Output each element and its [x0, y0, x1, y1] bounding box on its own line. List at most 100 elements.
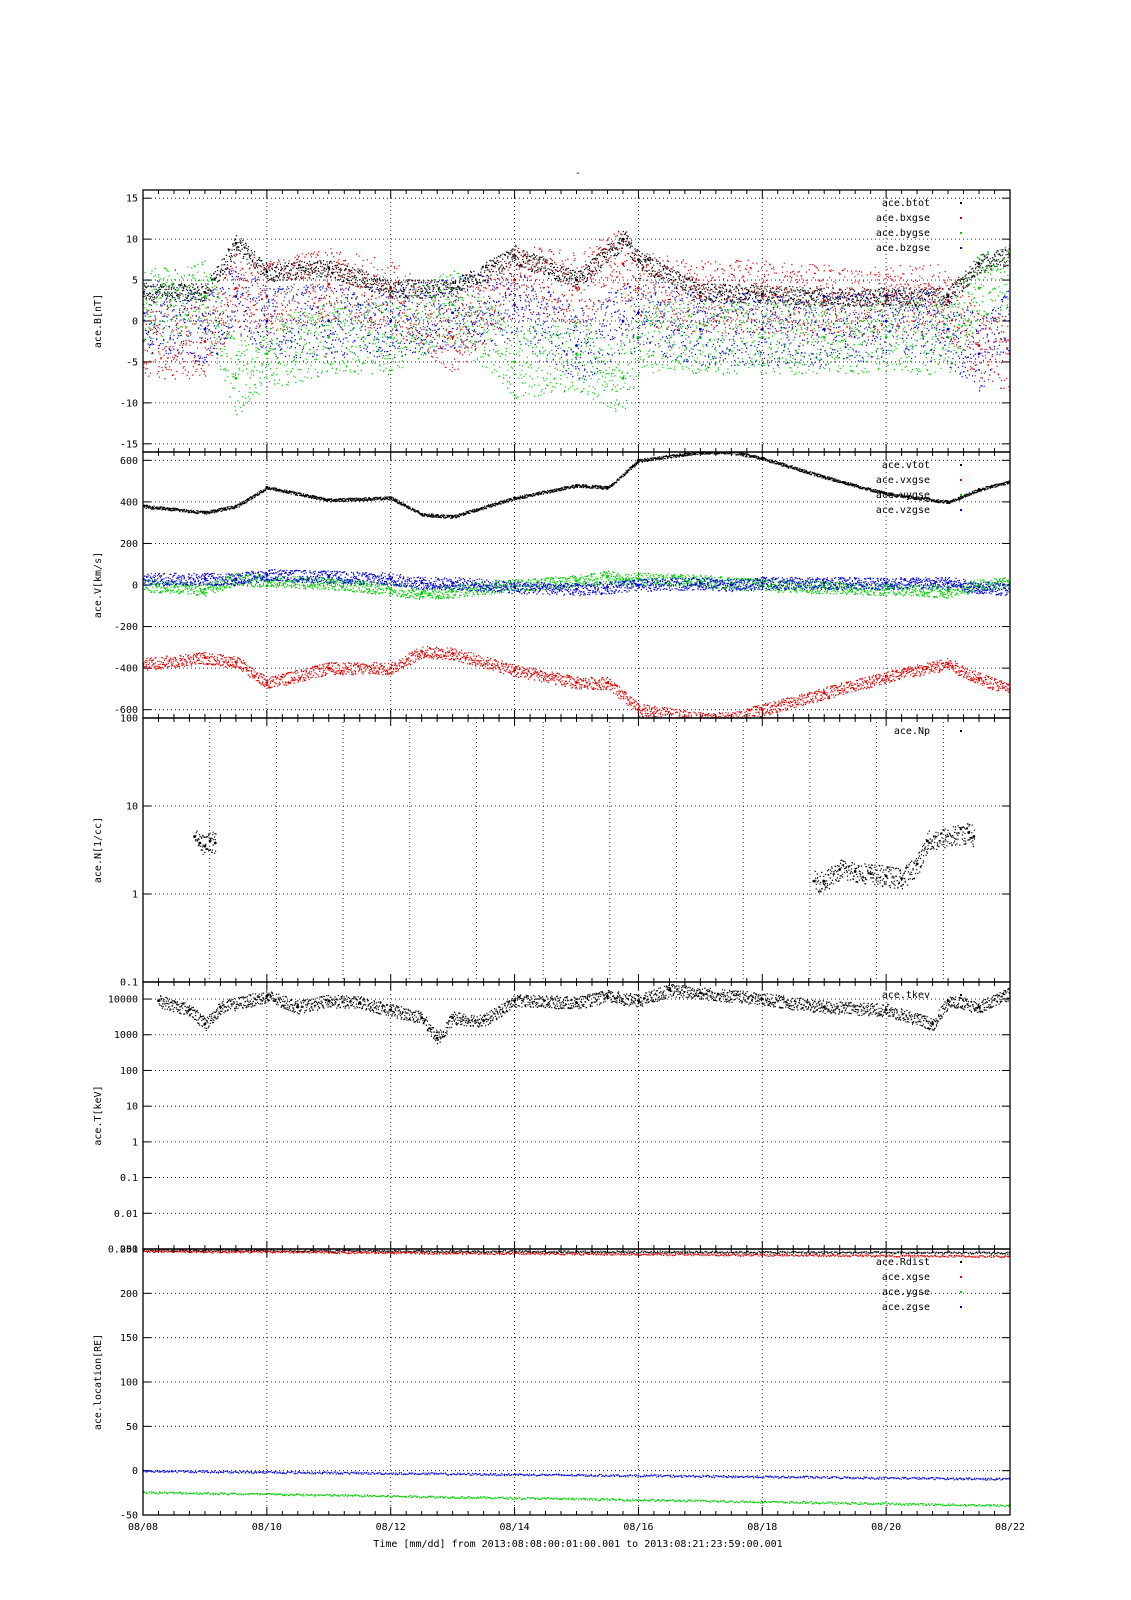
- data-point: [234, 376, 238, 380]
- data-point: [265, 681, 269, 685]
- panel-3: 0.1 1 10 100 ace.N[1/cc] ace.Np: [93, 714, 1011, 989]
- series-trace: [143, 1491, 1010, 1508]
- data-point: [157, 999, 160, 1003]
- data-point: [977, 344, 981, 347]
- legend-marker: [960, 232, 962, 234]
- series-layer: [157, 984, 1010, 1045]
- legend-marker: [960, 730, 962, 732]
- series-trace: [143, 1249, 1010, 1255]
- data-point: [234, 295, 238, 298]
- data-point: [977, 352, 981, 356]
- legend-label: ace.vzgse: [876, 505, 930, 516]
- panel-frame: [142, 717, 1011, 983]
- legend-label: ace.vygse: [876, 490, 930, 501]
- panel-1: -15 -10 -5 0 5 10 15 ace.B[nT] ace.btot ace.bxgse…: [93, 189, 1011, 453]
- data-point: [451, 311, 455, 315]
- series-trace: [143, 262, 1010, 392]
- y-tick-label: 1: [132, 1137, 138, 1148]
- data-point: [389, 319, 393, 323]
- x-tick-label: 08/10: [252, 1522, 282, 1533]
- y-tick-label: 0: [132, 317, 138, 328]
- y-tick-label: 600: [120, 456, 138, 467]
- y-tick-label: 400: [120, 497, 138, 508]
- data-point: [838, 868, 842, 871]
- series-trace: [143, 452, 1010, 519]
- series-ace-vxgse: [143, 645, 1010, 718]
- x-tick-label: 08/08: [128, 1522, 158, 1533]
- x-tick-label: 08/22: [995, 1522, 1025, 1533]
- y-tick-label: -600: [114, 705, 138, 716]
- series-layer: [143, 1249, 1010, 1508]
- legend-marker: [960, 1261, 962, 1263]
- x-tick-label: 08/18: [747, 1522, 777, 1533]
- y-axis-label: ace.B[nT]: [93, 294, 104, 348]
- legend-label: ace.xgse: [882, 1272, 930, 1283]
- series-ace-bzgse: [143, 262, 1010, 392]
- legend-label: ace.zgse: [882, 1302, 930, 1313]
- data-point: [812, 879, 816, 883]
- legend-label: ace.vtot: [882, 460, 930, 471]
- series-layer: [143, 230, 1010, 416]
- series-ace-Np: [193, 823, 976, 893]
- panel-5: -50 0 50 100 150 200 250 ace.location[RE] ace.Rd…: [93, 1245, 1011, 1522]
- legend-label: ace.Np: [894, 726, 930, 737]
- y-tick-label: 0: [132, 581, 138, 592]
- data-point: [977, 585, 981, 589]
- panel-frame: [142, 981, 1011, 1250]
- data-point: [203, 340, 207, 343]
- panel-4: 0.001 0.01 0.1 1 10 100 1000 10000 ace.T[keV] ace…: [93, 981, 1011, 1256]
- data-point: [621, 262, 625, 266]
- series-ace-bxgse: [143, 230, 1010, 392]
- y-tick-label: 0.01: [114, 1209, 138, 1220]
- data-point: [822, 327, 826, 331]
- legend-label: ace.Rdist: [876, 1257, 930, 1268]
- legend-marker: [960, 994, 962, 996]
- y-tick-label: 10000: [108, 995, 138, 1006]
- data-point: [203, 327, 207, 331]
- data-point: [575, 352, 578, 356]
- x-tick-label: 08/14: [500, 1522, 530, 1533]
- y-tick-label: 10: [126, 235, 138, 246]
- legend-marker: [960, 202, 962, 204]
- data-point: [946, 589, 950, 593]
- data-point: [698, 290, 702, 294]
- data-point: [203, 295, 207, 298]
- series-trace: [143, 569, 1010, 597]
- data-point: [760, 581, 764, 585]
- legend-label: ace.btot: [882, 198, 930, 209]
- legend-marker: [960, 494, 962, 496]
- y-tick-label: 15: [126, 194, 138, 205]
- data-point: [327, 319, 331, 323]
- y-tick-label: 10: [126, 1102, 138, 1113]
- y-tick-label: -400: [114, 664, 138, 675]
- data-point: [926, 839, 929, 843]
- figure-title: -: [575, 168, 581, 179]
- y-tick-label: 100: [120, 1066, 138, 1077]
- time-axis-tick-labels: 08/08 08/10 08/12 08/14 08/16 08/18 08/20 08/22: [128, 1522, 1025, 1533]
- y-axis-label: ace.V[km/s]: [93, 552, 104, 618]
- y-axis-label: ace.location[RE]: [93, 1334, 104, 1430]
- legend-marker: [960, 509, 962, 511]
- y-tick-label: -10: [120, 398, 138, 409]
- y-tick-label: 250: [120, 1245, 138, 1256]
- y-tick-label: -200: [114, 622, 138, 633]
- data-point: [884, 587, 888, 591]
- y-tick-label: 1: [132, 890, 138, 901]
- y-tick-label: 0.1: [120, 1173, 138, 1184]
- panel-2: -600 -400 -200 0 200 400 600 ace.V[km/s] ace.vto…: [93, 451, 1011, 719]
- data-point: [234, 286, 238, 290]
- panels: -15-10-5051015ace.B[nT]ace.btotace.bxgse…: [93, 189, 1011, 1522]
- panel-frame: [142, 1248, 1011, 1516]
- data-point: [435, 1036, 439, 1040]
- y-tick-label: -5: [126, 357, 138, 368]
- legend-label: ace.vxgse: [876, 475, 930, 486]
- data-point: [822, 585, 826, 589]
- legend-marker: [960, 1306, 962, 1308]
- legend-label: ace.bzgse: [876, 243, 930, 254]
- legend-marker: [960, 217, 962, 219]
- y-tick-label: -15: [120, 439, 138, 450]
- series-trace: [195, 823, 976, 893]
- x-tick-label: 08/16: [623, 1522, 653, 1533]
- series-trace: [158, 984, 1010, 1045]
- legend-label: ace.ygse: [882, 1287, 930, 1298]
